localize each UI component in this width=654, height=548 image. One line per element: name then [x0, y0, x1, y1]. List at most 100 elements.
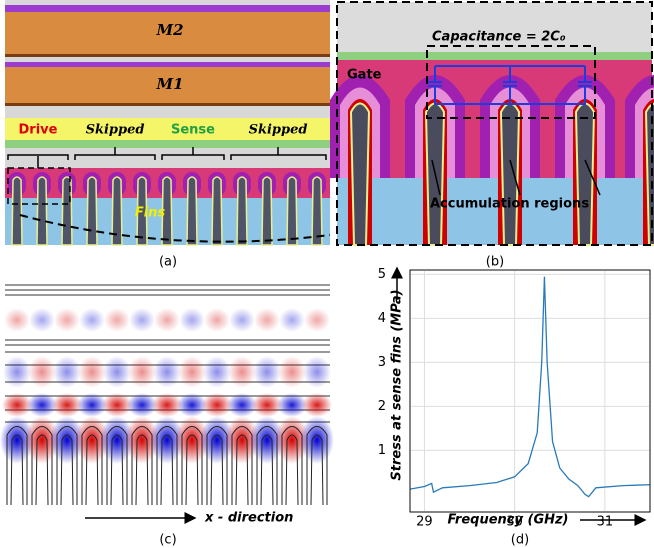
field	[279, 308, 305, 332]
layer	[5, 12, 330, 54]
x-axis-label: Frequency (GHz)	[447, 513, 568, 528]
fin	[61, 176, 73, 246]
field	[103, 356, 131, 388]
field	[79, 308, 105, 332]
capacitor-network	[428, 65, 592, 105]
gate-label: Gate	[347, 68, 382, 83]
x-tick-label: 30	[506, 515, 523, 530]
field	[0, 416, 34, 464]
field	[275, 416, 309, 464]
panel-d: (d) Frequency (GHz) Stress at sense fins…	[378, 266, 651, 548]
field	[54, 308, 80, 332]
fin	[236, 176, 248, 246]
field	[200, 416, 234, 464]
field	[302, 393, 332, 417]
field	[179, 308, 205, 332]
plot-area	[409, 269, 651, 513]
fin	[261, 176, 273, 246]
fin	[161, 176, 173, 246]
field	[77, 393, 107, 417]
field	[254, 308, 280, 332]
field	[225, 416, 259, 464]
pointer	[431, 159, 601, 196]
field	[229, 308, 255, 332]
x-tick-label: 31	[597, 515, 614, 530]
field	[204, 308, 230, 332]
fin-core	[574, 102, 596, 246]
direction-label: x - direction	[204, 511, 293, 526]
fin-core	[499, 102, 521, 246]
field	[100, 416, 134, 464]
field	[102, 393, 132, 417]
accumulation-label: Accumulation regions	[430, 197, 589, 212]
fin	[311, 176, 323, 246]
capacitance-box	[426, 45, 596, 119]
field	[52, 393, 82, 417]
layer	[5, 140, 330, 148]
y-tick-label: 2	[378, 399, 386, 414]
fin	[186, 176, 198, 246]
field	[129, 308, 155, 332]
skipped-label: Skipped	[249, 123, 308, 138]
field	[25, 416, 59, 464]
field	[152, 393, 182, 417]
layer	[5, 118, 330, 140]
field	[150, 416, 184, 464]
panel-b: Capacitance = 2C₀ Gate Accumulation regi…	[330, 1, 654, 270]
panel-label: (c)	[159, 533, 176, 548]
field	[125, 416, 159, 464]
brace	[37, 147, 279, 168]
panel-label: (d)	[511, 533, 529, 548]
layer	[5, 67, 330, 103]
layer	[5, 5, 330, 12]
field	[153, 356, 181, 388]
fin	[111, 176, 123, 246]
field	[104, 308, 130, 332]
field	[154, 308, 180, 332]
field	[304, 308, 330, 332]
field	[75, 416, 109, 464]
field	[202, 393, 232, 417]
field	[78, 356, 106, 388]
field	[3, 356, 31, 388]
field	[303, 356, 331, 388]
field	[177, 393, 207, 417]
field	[127, 393, 157, 417]
panel-label: (a)	[159, 255, 177, 270]
fin	[11, 176, 23, 246]
panel-a: M2 M1 Drive Skipped Sense Skipped Fins (…	[5, 0, 331, 270]
fin	[36, 176, 48, 246]
field	[228, 356, 256, 388]
field	[253, 356, 281, 388]
layer	[337, 2, 652, 52]
y-tick-label: 3	[378, 355, 386, 370]
sense-label: Sense	[171, 123, 215, 138]
zoom-line	[19, 214, 331, 243]
fin	[136, 176, 148, 246]
substrate	[337, 178, 652, 245]
field	[250, 416, 284, 464]
y-tick-label: 1	[378, 443, 386, 458]
fins-label: Fins	[135, 206, 166, 221]
zoom-box	[7, 167, 71, 205]
field	[4, 308, 30, 332]
field	[203, 356, 231, 388]
fin	[286, 176, 298, 246]
y-tick-label: 5	[378, 267, 386, 282]
field	[50, 416, 84, 464]
field	[178, 356, 206, 388]
panel-label: (b)	[486, 255, 504, 270]
y-tick-label: 4	[378, 311, 386, 326]
metal-label: M2	[155, 21, 183, 39]
fin	[211, 176, 223, 246]
field	[29, 308, 55, 332]
field	[278, 356, 306, 388]
layer	[5, 54, 330, 57]
panel-c: (c) x - direction	[0, 284, 334, 548]
field	[128, 356, 156, 388]
plot-frame	[409, 269, 651, 513]
field	[300, 416, 334, 464]
y-axis-label: Stress at sense fins (MPa)	[390, 289, 405, 480]
